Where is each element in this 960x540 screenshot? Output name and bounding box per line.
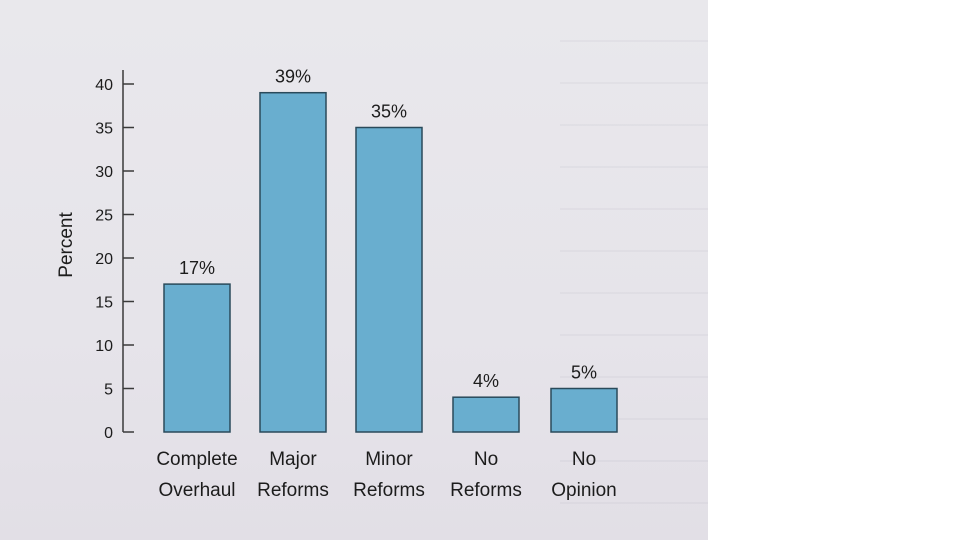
category-label: Reforms: [257, 480, 329, 501]
y-tick-label: 0: [104, 425, 113, 442]
y-ticks: 0 5 10 15 20 25 30 35 40: [95, 77, 134, 442]
category-labels: Complete Overhaul Major Reforms Minor Reforms…: [156, 449, 616, 501]
category-label: Overhaul: [158, 480, 235, 501]
bar-value-label: 4%: [473, 371, 499, 391]
bar-chart: Percent 0 5 10 15 20 25 30 35 40 17% 39% 35% 4% 5% C…: [56, 67, 618, 501]
y-tick-label: 15: [95, 295, 113, 312]
background-print-texture: [560, 40, 708, 540]
y-tick-label: 35: [95, 121, 113, 138]
category-label: No: [572, 449, 596, 470]
y-tick-label: 10: [95, 338, 113, 355]
category-label: Complete: [156, 449, 237, 470]
bar-value-label: 35%: [371, 102, 407, 122]
bar: [163, 283, 231, 433]
category-label: Minor: [365, 449, 413, 470]
category-label: Reforms: [353, 480, 425, 501]
bars: [163, 91, 618, 433]
data-labels: 17% 39% 35% 4% 5%: [179, 67, 597, 392]
bar: [452, 396, 520, 433]
y-tick-label: 5: [104, 382, 113, 399]
bar-value-label: 17%: [179, 258, 215, 278]
y-tick-label: 25: [95, 208, 113, 225]
bar-value-label: 39%: [275, 67, 311, 87]
y-axis-title: Percent: [56, 212, 77, 278]
y-tick-label: 20: [95, 251, 113, 268]
bar: [259, 91, 327, 433]
y-tick-label: 30: [95, 164, 113, 181]
category-label: Major: [269, 449, 317, 470]
category-label: No: [474, 449, 498, 470]
chart-photo: Percent 0 5 10 15 20 25 30 35 40 17% 39% 35% 4% 5% C…: [0, 0, 708, 540]
bar: [550, 387, 618, 433]
category-label: Opinion: [551, 480, 617, 501]
category-label: Reforms: [450, 480, 522, 501]
y-tick-label: 40: [95, 77, 113, 94]
bar: [355, 126, 423, 433]
bar-value-label: 5%: [571, 363, 597, 383]
